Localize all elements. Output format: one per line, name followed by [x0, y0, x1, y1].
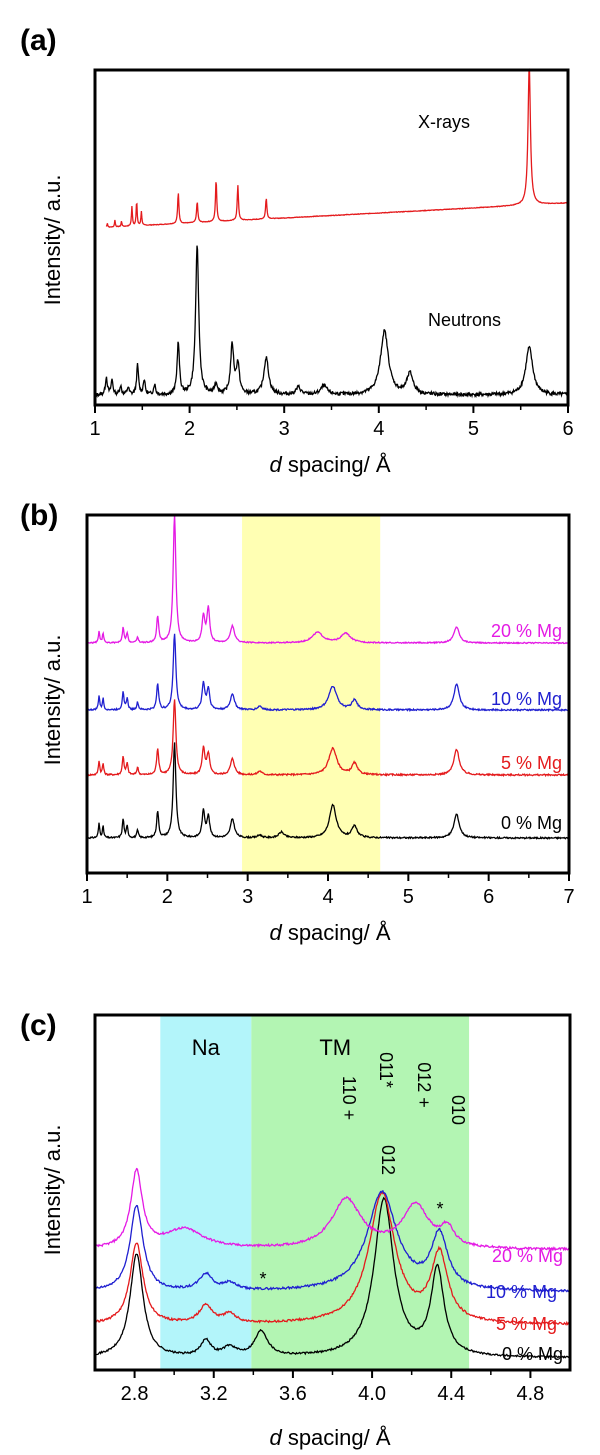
x-tick-label: 6 — [483, 886, 494, 908]
panel-c-x-axis-title: d spacing/ Å — [269, 1425, 390, 1450]
highlight-region — [242, 515, 381, 873]
series-5-mg — [94, 1191, 571, 1326]
series-label: 0 % Mg — [502, 1344, 563, 1364]
panel-a-label: (a) — [20, 24, 57, 57]
x-tick-label: 3.2 — [200, 1383, 228, 1405]
peak-label: 110 + — [339, 1076, 359, 1120]
x-tick-label: 7 — [563, 886, 574, 908]
x-tick-label: 2.8 — [121, 1383, 149, 1405]
x-tick-label: 2 — [162, 886, 173, 908]
panel-c-x-ticks: 2.8 3.2 3.6 4.0 4.4 4.8 — [121, 1370, 545, 1405]
series-label: 10 % Mg — [486, 1282, 557, 1302]
x-tick-label: 4.4 — [437, 1383, 465, 1405]
x-tick-label: 3 — [242, 886, 253, 908]
x-tick-label: 1 — [81, 886, 92, 908]
panel-c: (c) Na TM 0 % Mg 5 % Mg 10 % Mg 20 % Mg 012 110… — [20, 1009, 572, 1450]
series-10-mg — [86, 633, 570, 713]
panel-a-plot-area: X-rays Neutrons — [94, 68, 569, 399]
region-label: TM — [319, 1035, 351, 1060]
panel-a-y-axis-title: Intensity/ a.u. — [40, 175, 65, 306]
region-na — [160, 1015, 252, 1370]
series-label: 20 % Mg — [492, 1246, 563, 1266]
panel-a-frame — [93, 68, 570, 407]
series-label: 5 % Mg — [496, 1314, 557, 1334]
panel-c-plot-area: Na TM 0 % Mg 5 % Mg 10 % Mg 20 % Mg 012 110 + 01… — [94, 1015, 571, 1370]
peak-label: * — [259, 1269, 266, 1289]
series-label: 10 % Mg — [491, 689, 562, 709]
panel-a: (a) X-rays Neutrons 1 2 3 4 5 6 d spacing/ Å I… — [20, 24, 574, 477]
x-tick-label: 4 — [322, 886, 333, 908]
series-0-mg — [94, 1196, 571, 1360]
x-tick-label: 6 — [562, 418, 573, 440]
region-label: Na — [192, 1035, 221, 1060]
panel-c-label: (c) — [20, 1009, 57, 1042]
series-5-mg — [86, 699, 570, 778]
x-tick-label: 4 — [373, 418, 384, 440]
panel-b-y-axis-title: Intensity/ a.u. — [40, 635, 65, 766]
x-tick-label: 5 — [403, 886, 414, 908]
region-tm — [251, 1015, 470, 1370]
panel-b-x-ticks: 1 2 3 4 5 6 7 — [81, 873, 575, 908]
panel-b-x-axis-title: d spacing/ Å — [269, 920, 390, 945]
label-x-rays: X-rays — [418, 112, 470, 132]
peak-label: 012 + — [414, 1062, 434, 1108]
series-x-rays — [105, 68, 569, 229]
series-neutrons — [94, 245, 569, 399]
panel-a-x-axis-title: d spacing/ Å — [269, 452, 390, 477]
x-tick-label: 5 — [468, 418, 479, 440]
panel-c-y-axis-title: Intensity/ a.u. — [40, 1125, 65, 1256]
panel-a-x-ticks: 1 2 3 4 5 6 — [89, 405, 574, 440]
series-label: 0 % Mg — [501, 813, 562, 833]
series-10-mg — [94, 1189, 571, 1293]
x-tick-label: 1 — [89, 418, 100, 440]
peak-label: 010 — [448, 1095, 468, 1125]
series-20-mg — [86, 514, 570, 645]
series-label: 5 % Mg — [501, 753, 562, 773]
series-label: 20 % Mg — [491, 621, 562, 641]
x-tick-label: 4.0 — [358, 1383, 386, 1405]
x-tick-label: 3.6 — [279, 1383, 307, 1405]
label-neutrons: Neutrons — [428, 310, 501, 330]
x-tick-label: 4.8 — [517, 1383, 545, 1405]
peak-label: 011* — [376, 1052, 396, 1088]
x-tick-label: 2 — [184, 418, 195, 440]
x-tick-label: 3 — [279, 418, 290, 440]
panel-b: (b) 0 % Mg 5 % Mg 10 % Mg 20 % Mg 1 2 3 4 5 6 7 d… — [20, 499, 575, 945]
series-20-mg — [95, 1167, 571, 1252]
panel-b-plot-area: 0 % Mg 5 % Mg 10 % Mg 20 % Mg — [86, 514, 570, 873]
panel-b-label: (b) — [20, 499, 58, 532]
peak-label: * — [436, 1199, 443, 1219]
series-0-mg — [86, 742, 570, 840]
peak-label: 012 — [378, 1145, 398, 1175]
